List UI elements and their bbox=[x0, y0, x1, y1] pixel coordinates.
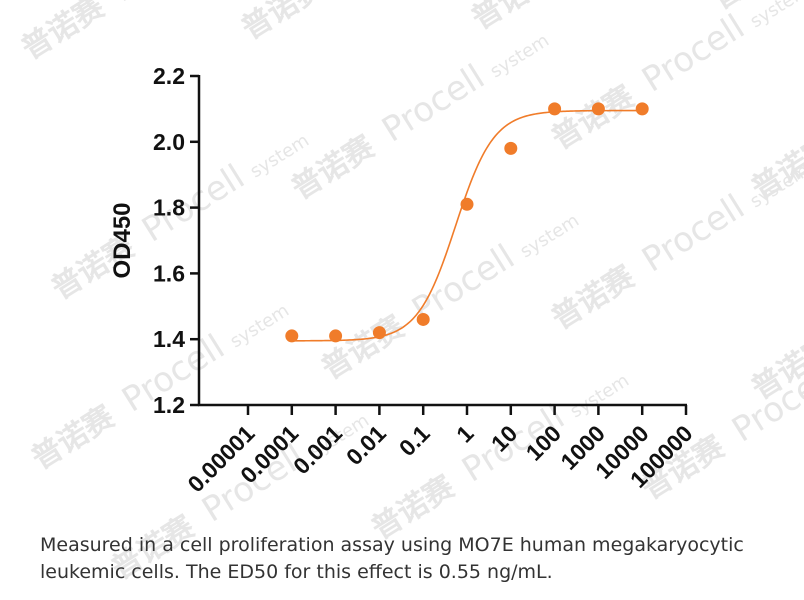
y-axis-title: OD450 bbox=[109, 202, 136, 278]
watermark-en-text: Procell bbox=[635, 7, 752, 101]
watermark-cn-text: 普诺赛 bbox=[236, 0, 332, 47]
y-tick-label: 2.0 bbox=[153, 129, 185, 155]
fit-curve bbox=[291, 109, 643, 342]
watermark-small-text: system bbox=[487, 30, 553, 82]
data-point bbox=[548, 102, 562, 116]
data-point bbox=[504, 141, 518, 155]
watermark-small-text: system bbox=[227, 300, 293, 352]
y-tick-label: 1.8 bbox=[153, 195, 185, 221]
watermark-en-text: Procell bbox=[635, 187, 752, 281]
data-point bbox=[460, 197, 474, 211]
figure-caption: Measured in a cell proliferation assay u… bbox=[40, 534, 744, 583]
watermark-small-text: system bbox=[517, 210, 583, 262]
y-tick-label: 1.6 bbox=[153, 260, 185, 286]
data-point bbox=[372, 326, 386, 340]
data-point bbox=[285, 329, 299, 343]
watermark-cn-text: 普诺赛 bbox=[466, 0, 562, 37]
data-point bbox=[329, 329, 343, 343]
data-point bbox=[635, 102, 649, 116]
watermark-small-text: system bbox=[567, 370, 633, 422]
data-point bbox=[416, 312, 430, 326]
watermark-cn-text: 普诺赛 bbox=[26, 399, 122, 477]
watermark-layer: 普诺赛Procellsystem普诺赛Procellsystem普诺赛Proce… bbox=[16, 0, 804, 587]
x-tick-label: 0.1 bbox=[394, 420, 435, 461]
watermark-cn-text: 普诺赛 bbox=[16, 0, 112, 67]
watermark-en-text: Procell bbox=[375, 57, 492, 151]
data-points bbox=[285, 102, 649, 343]
watermark-small-text: system bbox=[747, 0, 804, 32]
y-tick-label: 1.2 bbox=[153, 392, 185, 418]
y-tick-label: 2.2 bbox=[153, 63, 185, 89]
y-ticks: 1.2 1.4 1.6 1.8 2.0 2.2 bbox=[153, 63, 199, 418]
watermark-cn-text: 普诺赛 bbox=[546, 79, 642, 157]
watermark-cn-text: 普诺赛 bbox=[316, 309, 412, 387]
data-point bbox=[591, 102, 605, 116]
y-tick-label: 1.4 bbox=[153, 326, 185, 352]
watermark-cn-text: 普诺赛 bbox=[546, 259, 642, 337]
watermark-en-text: Procell bbox=[105, 0, 222, 10]
